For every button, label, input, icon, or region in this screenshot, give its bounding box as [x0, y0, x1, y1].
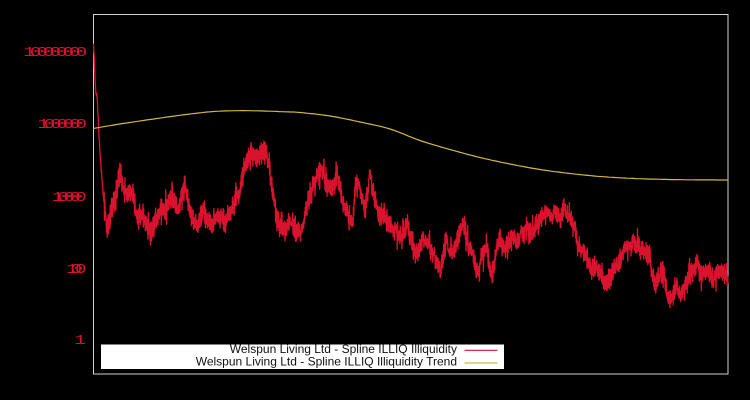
svg-text:Welspun Living Ltd - Spline IL: Welspun Living Ltd - Spline ILLIQ Illiqu… [230, 342, 457, 356]
svg-text:1: 1 [74, 333, 86, 349]
svg-text:100000000: 100000000 [23, 45, 87, 61]
svg-text:1000000: 1000000 [37, 117, 87, 133]
svg-text:Welspun Living Ltd - Spline IL: Welspun Living Ltd - Spline ILLIQ Illiqu… [196, 355, 457, 369]
svg-text:100: 100 [66, 262, 86, 278]
svg-text:10000: 10000 [52, 190, 87, 206]
